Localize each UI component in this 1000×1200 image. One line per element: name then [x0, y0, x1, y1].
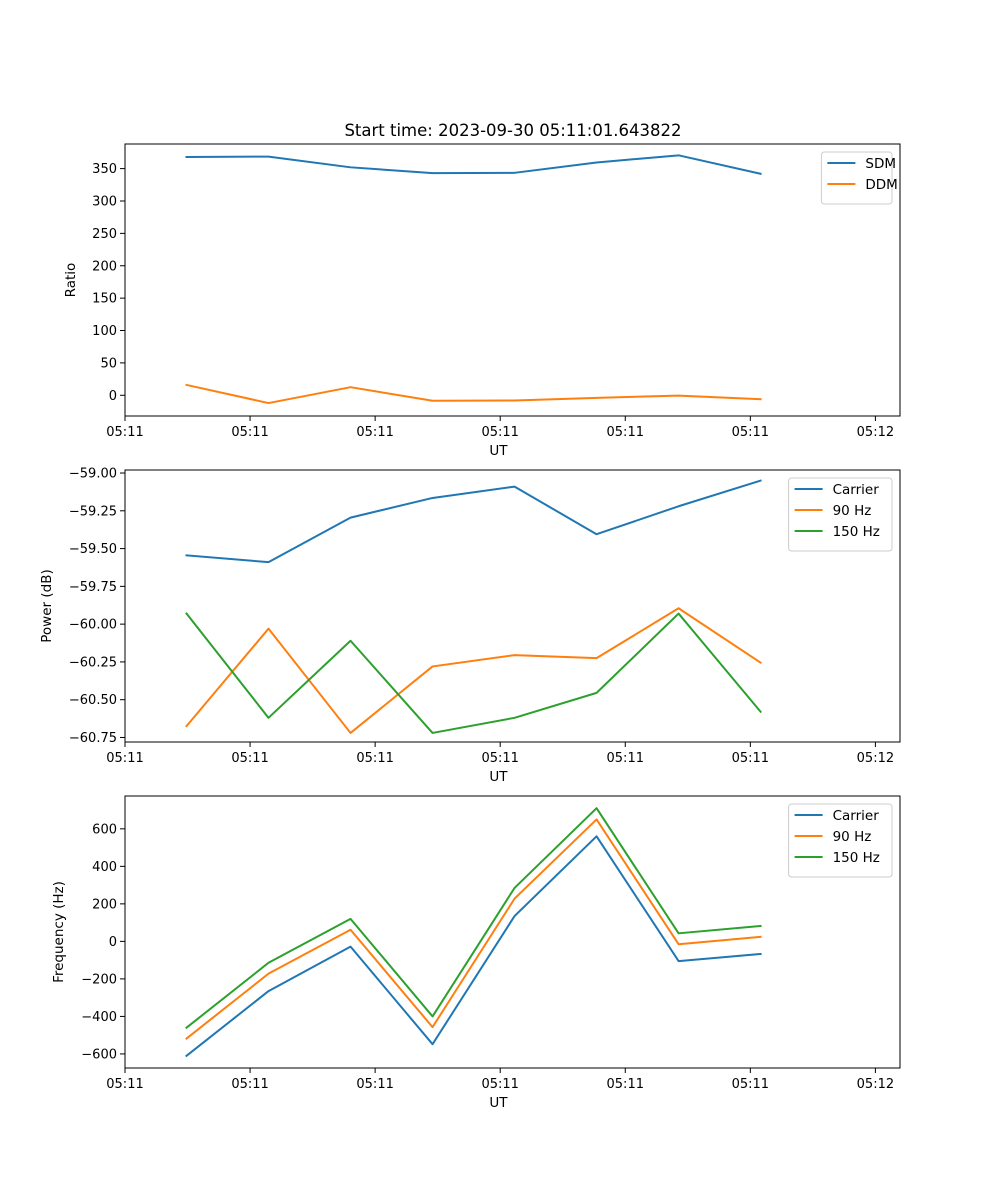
plot-area [125, 470, 900, 742]
y-tick-label: −59.00 [69, 467, 117, 482]
y-tick-label: −60.50 [69, 693, 117, 708]
y-axis-label: Ratio [63, 263, 79, 298]
y-tick-label: 200 [92, 259, 117, 274]
y-axis-label: Frequency (Hz) [51, 881, 67, 983]
legend-box [788, 477, 893, 552]
y-tick-label: −600 [81, 1047, 117, 1062]
x-tick-label: 05:12 [857, 1077, 894, 1092]
x-tick-label: 05:11 [607, 425, 644, 440]
legend: SDM DDM [820, 151, 898, 205]
subplots: 05:11 05:11 05:11 05:11 05:11 05:11 05:12 0 50 10… [39, 143, 901, 1111]
series-line-ddm [185, 383, 762, 405]
legend-label-150-hz: 150 Hz [833, 524, 880, 540]
y-tick-label: 300 [92, 194, 117, 209]
y-tick-label: 200 [92, 897, 117, 912]
x-tick-label: 05:11 [231, 751, 268, 766]
x-tick-label: 05:11 [106, 751, 143, 766]
x-tick-label: 05:11 [607, 1077, 644, 1092]
x-tick-label: 05:11 [481, 751, 518, 766]
x-tick-label: 05:12 [857, 425, 894, 440]
x-tick-label: 05:11 [481, 1077, 518, 1092]
series-line-carrier [185, 479, 762, 564]
x-axis-label: UT [489, 769, 508, 785]
x-tick-label: 05:11 [231, 425, 268, 440]
y-tick-label: −60.75 [69, 731, 117, 746]
plot-area [125, 144, 900, 416]
y-tick-label: 250 [92, 227, 117, 242]
x-tick-label: 05:11 [356, 1077, 393, 1092]
plot-area [125, 796, 900, 1068]
x-tick-label: 05:11 [732, 751, 769, 766]
x-tick-label: 05:11 [732, 1077, 769, 1092]
subplot-3: 05:11 05:11 05:11 05:11 05:11 05:11 05:12 −600 −… [51, 795, 901, 1111]
x-tick-label: 05:11 [106, 1077, 143, 1092]
x-tick-label: 05:11 [106, 425, 143, 440]
y-tick-label: 400 [92, 860, 117, 875]
y-tick-label: 150 [92, 292, 117, 307]
legend-label-carrier: Carrier [833, 808, 880, 824]
x-tick-label: 05:12 [857, 751, 894, 766]
x-tick-label: 05:11 [607, 751, 644, 766]
legend-label-ddm: DDM [865, 177, 897, 193]
x-tick-label: 05:11 [356, 751, 393, 766]
legend-label-carrier: Carrier [833, 482, 880, 498]
y-tick-label: −59.25 [69, 504, 117, 519]
subplot-2: 05:11 05:11 05:11 05:11 05:11 05:11 05:12 −60.7… [39, 467, 901, 785]
y-tick-label: 50 [100, 356, 117, 371]
y-tick-label: 600 [92, 822, 117, 837]
legend-label-90-hz: 90 Hz [833, 503, 872, 519]
series-line-90-hz [185, 818, 762, 1040]
x-tick-label: 05:11 [231, 1077, 268, 1092]
series-line-90-hz [185, 607, 762, 734]
legend-label-90-hz: 90 Hz [833, 829, 872, 845]
y-tick-label: 0 [109, 935, 117, 950]
x-tick-label: 05:11 [481, 425, 518, 440]
x-axis-label: UT [489, 1095, 508, 1111]
y-tick-label: 350 [92, 162, 117, 177]
axes-frame [124, 469, 901, 743]
series-line-150-hz [185, 612, 762, 734]
legend: Carrier 90 Hz 150 Hz [788, 803, 893, 878]
axes-frame [124, 143, 901, 417]
subplot-1: 05:11 05:11 05:11 05:11 05:11 05:11 05:12 0 50 10… [63, 143, 901, 459]
legend-box [820, 151, 893, 205]
series-line-sdm [185, 154, 762, 175]
y-axis-label: Power (dB) [39, 569, 55, 642]
legend-box [788, 803, 893, 878]
series-line-150-hz [185, 807, 762, 1030]
y-tick-label: −60.25 [69, 655, 117, 670]
legend-label-sdm: SDM [865, 156, 896, 172]
y-tick-label: 100 [92, 324, 117, 339]
y-tick-label: 0 [109, 389, 117, 404]
y-tick-label: −59.75 [69, 580, 117, 595]
axes-frame [124, 795, 901, 1069]
legend: Carrier 90 Hz 150 Hz [788, 477, 893, 552]
y-tick-label: −60.00 [69, 618, 117, 633]
x-tick-label: 05:11 [732, 425, 769, 440]
y-tick-label: −400 [81, 1010, 117, 1025]
y-tick-label: −200 [81, 972, 117, 987]
y-tick-label: −59.50 [69, 542, 117, 557]
series-line-carrier [185, 835, 762, 1058]
figure-title: Start time: 2023-09-30 05:11:01.643822 [344, 121, 681, 140]
legend-label-150-hz: 150 Hz [833, 850, 880, 866]
x-axis-label: UT [489, 443, 508, 459]
x-tick-label: 05:11 [356, 425, 393, 440]
